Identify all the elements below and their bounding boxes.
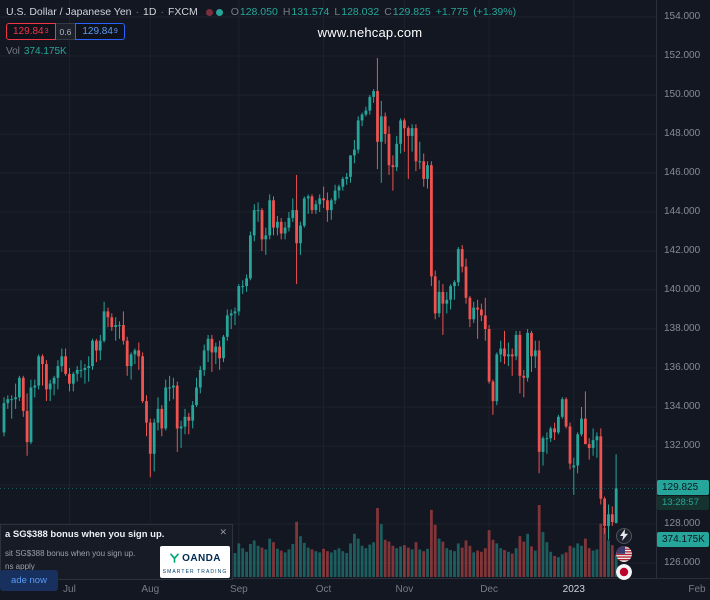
symbol-legend[interactable]: U.S. Dollar / Japanese Yen · 1D · FXCM O… [6,6,516,18]
status-dots [205,8,223,16]
high-value: 131.574 [291,6,330,18]
spread-value: 0.6 [55,23,76,40]
advertiser-tagline: SMARTER TRADING [162,568,228,575]
candle-countdown-badge: 13:28:57 [657,496,709,511]
watermark: www.nehcap.com [317,25,423,40]
oanda-logo-icon [169,550,180,568]
volume-axis-badge: 374.175K [657,532,709,547]
quick-trade-button[interactable] [616,528,632,544]
lightning-bolt-icon [619,529,629,543]
ad-terms: ns apply [5,562,35,571]
close-icon[interactable]: ✕ [219,527,227,537]
time-tick-Dec: Dec [480,584,498,595]
sell-price: 129.84 [13,26,44,37]
open-label: O [230,6,239,18]
interval-label[interactable]: 1D [143,6,157,18]
red-dot-icon [205,8,213,16]
close-value: 129.825 [392,6,431,18]
candlestick-chart[interactable] [0,0,656,578]
change-value: +1.775 [435,6,469,18]
price-tick-146.000: 146.000 [664,167,701,178]
ad-subtext: sit SG$388 bonus when you sign up. [5,549,136,558]
open-value: 128.050 [239,6,278,18]
price-tick-134.000: 134.000 [664,401,701,412]
price-tick-138.000: 138.000 [664,323,701,334]
advertiser-logo-card[interactable]: OANDA SMARTER TRADING [160,546,230,578]
sell-price-sup: 3 [44,28,49,35]
floating-side-buttons [616,528,632,580]
volume-label: Vol [6,46,20,57]
time-axis[interactable]: Jul Aug Sep Oct Nov Dec 2023 Feb [0,578,710,600]
exchange-label: FXCM [167,6,198,18]
teal-dot-icon [215,8,223,16]
price-tick-142.000: 142.000 [664,245,701,256]
symbol-title[interactable]: U.S. Dollar / Japanese Yen [6,6,132,18]
us-flag-icon[interactable] [616,546,632,562]
price-tick-140.000: 140.000 [664,284,701,295]
last-price-badge: 129.825 [657,480,709,496]
ad-card: a SG$388 bonus when you sign up. ✕ sit S… [0,524,233,580]
advertiser-name: OANDA [182,553,221,564]
price-tick-150.000: 150.000 [664,89,701,100]
time-tick-Nov: Nov [395,584,414,595]
price-tick-152.000: 152.000 [664,50,701,61]
ad-headline: a SG$388 bonus when you sign up. [5,529,165,540]
japan-flag-icon[interactable] [616,564,632,580]
price-tick-148.000: 148.000 [664,128,701,139]
time-tick-Oct: Oct [315,584,332,595]
buy-price: 129.84 [82,26,113,37]
separator-dot: · [160,6,164,18]
time-tick-Feb: Feb [688,584,706,595]
buy-price-sup: 9 [113,28,118,35]
volume-indicator[interactable]: Vol 374.175K [6,46,67,57]
sell-button[interactable]: 129.84 3 [6,23,56,40]
buy-sell-panel: 129.84 3 0.6 129.84 9 [6,23,125,40]
price-tick-136.000: 136.000 [664,362,701,373]
buy-button[interactable]: 129.84 9 [75,23,125,40]
time-tick-Sep: Sep [229,584,248,595]
price-tick-144.000: 144.000 [664,206,701,217]
price-tick-126.000: 126.000 [664,557,701,568]
price-tick-154.000: 154.000 [664,11,701,22]
price-tick-128.000: 128.000 [664,518,701,529]
trade-now-button[interactable]: ade now [0,570,58,591]
time-tick-Jul: Jul [63,584,76,595]
change-percent: (+1.39%) [473,6,517,18]
separator-dot: · [135,6,140,18]
price-tick-132.000: 132.000 [664,440,701,451]
time-tick-2023: 2023 [562,584,585,595]
time-tick-Aug: Aug [141,584,160,595]
close-label: C [384,6,392,18]
high-label: H [282,6,291,18]
low-label: L [334,6,341,18]
low-value: 128.032 [341,6,380,18]
ad-banner: a SG$388 bonus when you sign up. ✕ sit S… [0,524,233,592]
volume-value: 374.175K [23,46,67,57]
